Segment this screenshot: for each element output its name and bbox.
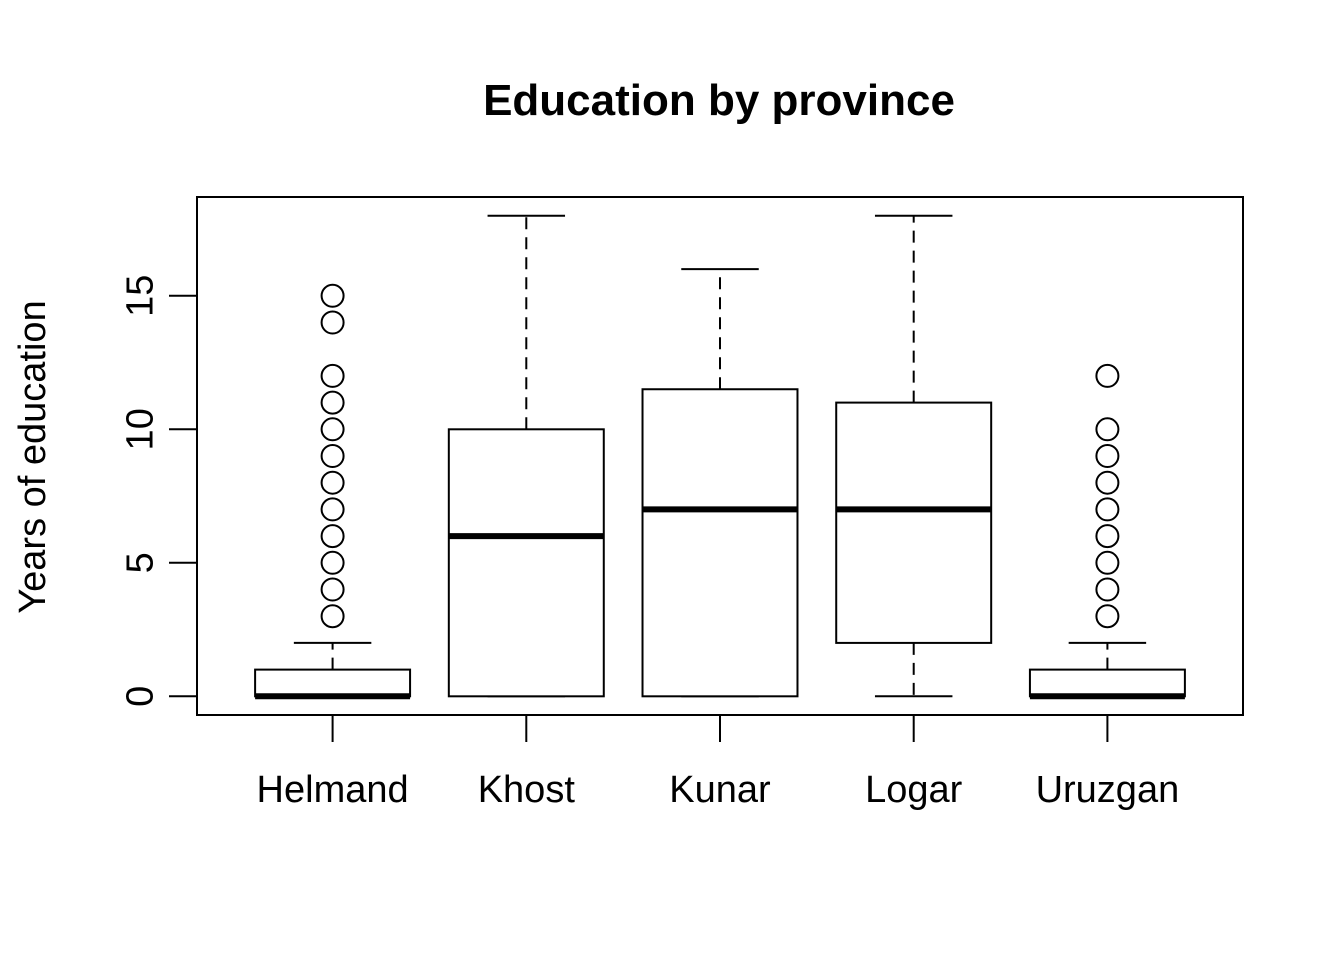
chart-title: Education by province: [483, 76, 955, 125]
y-axis-label: Years of education: [12, 300, 54, 613]
outlier-point: [1095, 444, 1120, 468]
outlier-point: [1095, 417, 1120, 442]
outlier-point: [320, 417, 345, 442]
outlier-point: [320, 577, 345, 602]
outlier-point: [1095, 497, 1120, 522]
outlier-point: [320, 363, 345, 388]
x-tick-label: Kunar: [669, 769, 771, 811]
boxes-group: [254, 214, 1186, 700]
outlier-point: [320, 470, 345, 495]
box-logar: [835, 214, 993, 698]
box-rect: [835, 401, 993, 644]
x-tick-label: Uruzgan: [1036, 769, 1180, 811]
x-tick-label: Logar: [865, 769, 963, 811]
outlier-point: [320, 550, 345, 575]
outlier-point: [320, 310, 345, 335]
outlier-point: [1095, 604, 1120, 629]
x-axis: Helmand Khost Kunar Logar Uruzgan: [257, 715, 1180, 811]
outlier-point: [320, 444, 345, 468]
x-tick-label: Khost: [478, 769, 576, 811]
x-tick-label: Helmand: [257, 769, 409, 811]
y-tick-label: 5: [120, 552, 162, 573]
outlier-point: [1095, 550, 1120, 575]
outlier-point: [320, 604, 345, 629]
box-rect: [641, 388, 799, 698]
y-tick-label: 15: [120, 275, 162, 317]
y-tick-label: 10: [120, 408, 162, 450]
outlier-point: [1095, 363, 1120, 388]
outlier-point: [320, 497, 345, 522]
box-khost: [447, 214, 605, 698]
outlier-point: [1095, 470, 1120, 495]
box-helmand: [254, 283, 412, 700]
box-uruzgan: [1028, 363, 1186, 700]
box-rect: [254, 668, 412, 698]
y-tick-label: 0: [120, 686, 162, 707]
outlier-point: [1095, 577, 1120, 602]
box-kunar: [641, 268, 799, 698]
box-rect: [447, 428, 605, 698]
outlier-point: [320, 390, 345, 415]
y-axis: 0 5 10 15: [120, 275, 197, 707]
outlier-point: [1095, 524, 1120, 549]
outlier-point: [320, 283, 345, 308]
outlier-point: [320, 524, 345, 549]
box-rect: [1028, 668, 1186, 698]
